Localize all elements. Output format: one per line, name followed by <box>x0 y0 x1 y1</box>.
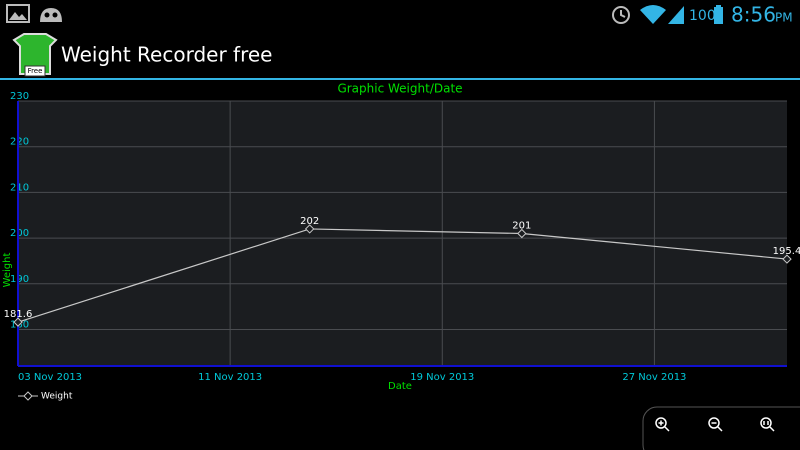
x-tick-label: 27 Nov 2013 <box>622 372 686 383</box>
zoom-out-button[interactable] <box>708 417 723 432</box>
zoom-in-button[interactable] <box>655 417 670 432</box>
data-line <box>17 228 788 323</box>
data-label: 181.6 <box>4 309 33 320</box>
app-icon[interactable]: Free <box>12 33 58 77</box>
battery-level: 100 <box>689 8 716 24</box>
x-tick-label: 11 Nov 2013 <box>198 372 262 383</box>
data-point <box>517 228 527 239</box>
x-tick-label: 03 Nov 2013 <box>18 372 82 383</box>
y-tick-label: 210 <box>10 182 29 193</box>
y-tick-label: 220 <box>10 137 29 148</box>
zoom-controls <box>642 406 800 450</box>
app-title: Weight Recorder free <box>61 43 272 67</box>
data-label: 202 <box>300 216 319 227</box>
system-icons <box>612 5 723 24</box>
zoom-reset-button[interactable] <box>760 417 775 432</box>
legend-marker <box>23 391 33 401</box>
clock-meridiem: PM <box>775 11 793 25</box>
data-point <box>13 317 23 327</box>
y-tick-label: 190 <box>10 274 29 285</box>
legend-label: Weight <box>41 392 73 402</box>
app-icon-badge: Free <box>28 67 43 75</box>
zoom-panel <box>642 406 800 450</box>
data-label: 195.4 <box>773 246 800 257</box>
chart-title: Graphic Weight/Date <box>337 82 462 96</box>
data-point <box>304 224 315 234</box>
data-label: 201 <box>512 221 531 232</box>
clock: 8:56 <box>731 3 776 27</box>
y-tick-label: 200 <box>10 228 29 239</box>
x-tick-label: 19 Nov 2013 <box>410 372 474 383</box>
notification-icons <box>6 4 62 23</box>
x-axis-title: Date <box>388 381 412 392</box>
app-bar-divider <box>0 78 800 80</box>
plot-area <box>18 101 787 366</box>
y-axis-title: Weight <box>2 253 13 288</box>
y-tick-label: 230 <box>10 91 29 102</box>
data-point <box>782 254 792 264</box>
